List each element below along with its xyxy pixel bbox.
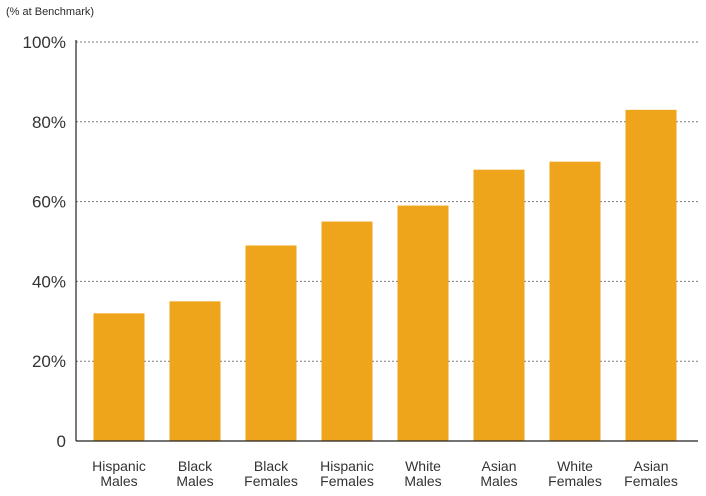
- category-label: Black Males: [176, 458, 213, 489]
- bar: [321, 221, 373, 441]
- bar: [397, 205, 449, 441]
- y-tick-labels: 0 20% 40% 60% 80% 100%: [23, 33, 66, 451]
- category-label: Hispanic Females: [320, 458, 374, 489]
- bar: [245, 245, 297, 441]
- bars: [93, 109, 677, 441]
- bar: [473, 169, 525, 441]
- gridlines: [76, 41, 698, 362]
- y-tick-label: 80%: [32, 113, 66, 132]
- category-label: Asian Females: [624, 458, 678, 489]
- y-tick-label: 60%: [32, 193, 66, 212]
- bar: [549, 161, 601, 441]
- bar: [169, 301, 221, 441]
- unit-note: (% at Benchmark): [6, 6, 95, 18]
- bar: [625, 109, 677, 441]
- category-label: Black Females: [244, 458, 298, 489]
- axes: [75, 40, 698, 442]
- y-tick-label: 20%: [32, 352, 66, 371]
- y-tick-label: 100%: [23, 33, 66, 52]
- category-label: Asian Males: [480, 458, 517, 489]
- bar: [93, 313, 145, 441]
- category-labels: Hispanic Males Black Males Black Females Hispa…: [92, 458, 678, 489]
- category-label: White Males: [404, 458, 441, 489]
- y-tick-label: 0: [57, 432, 66, 451]
- y-tick-label: 40%: [32, 272, 66, 291]
- category-label: White Females: [548, 458, 602, 489]
- category-label: Hispanic Males: [92, 458, 146, 489]
